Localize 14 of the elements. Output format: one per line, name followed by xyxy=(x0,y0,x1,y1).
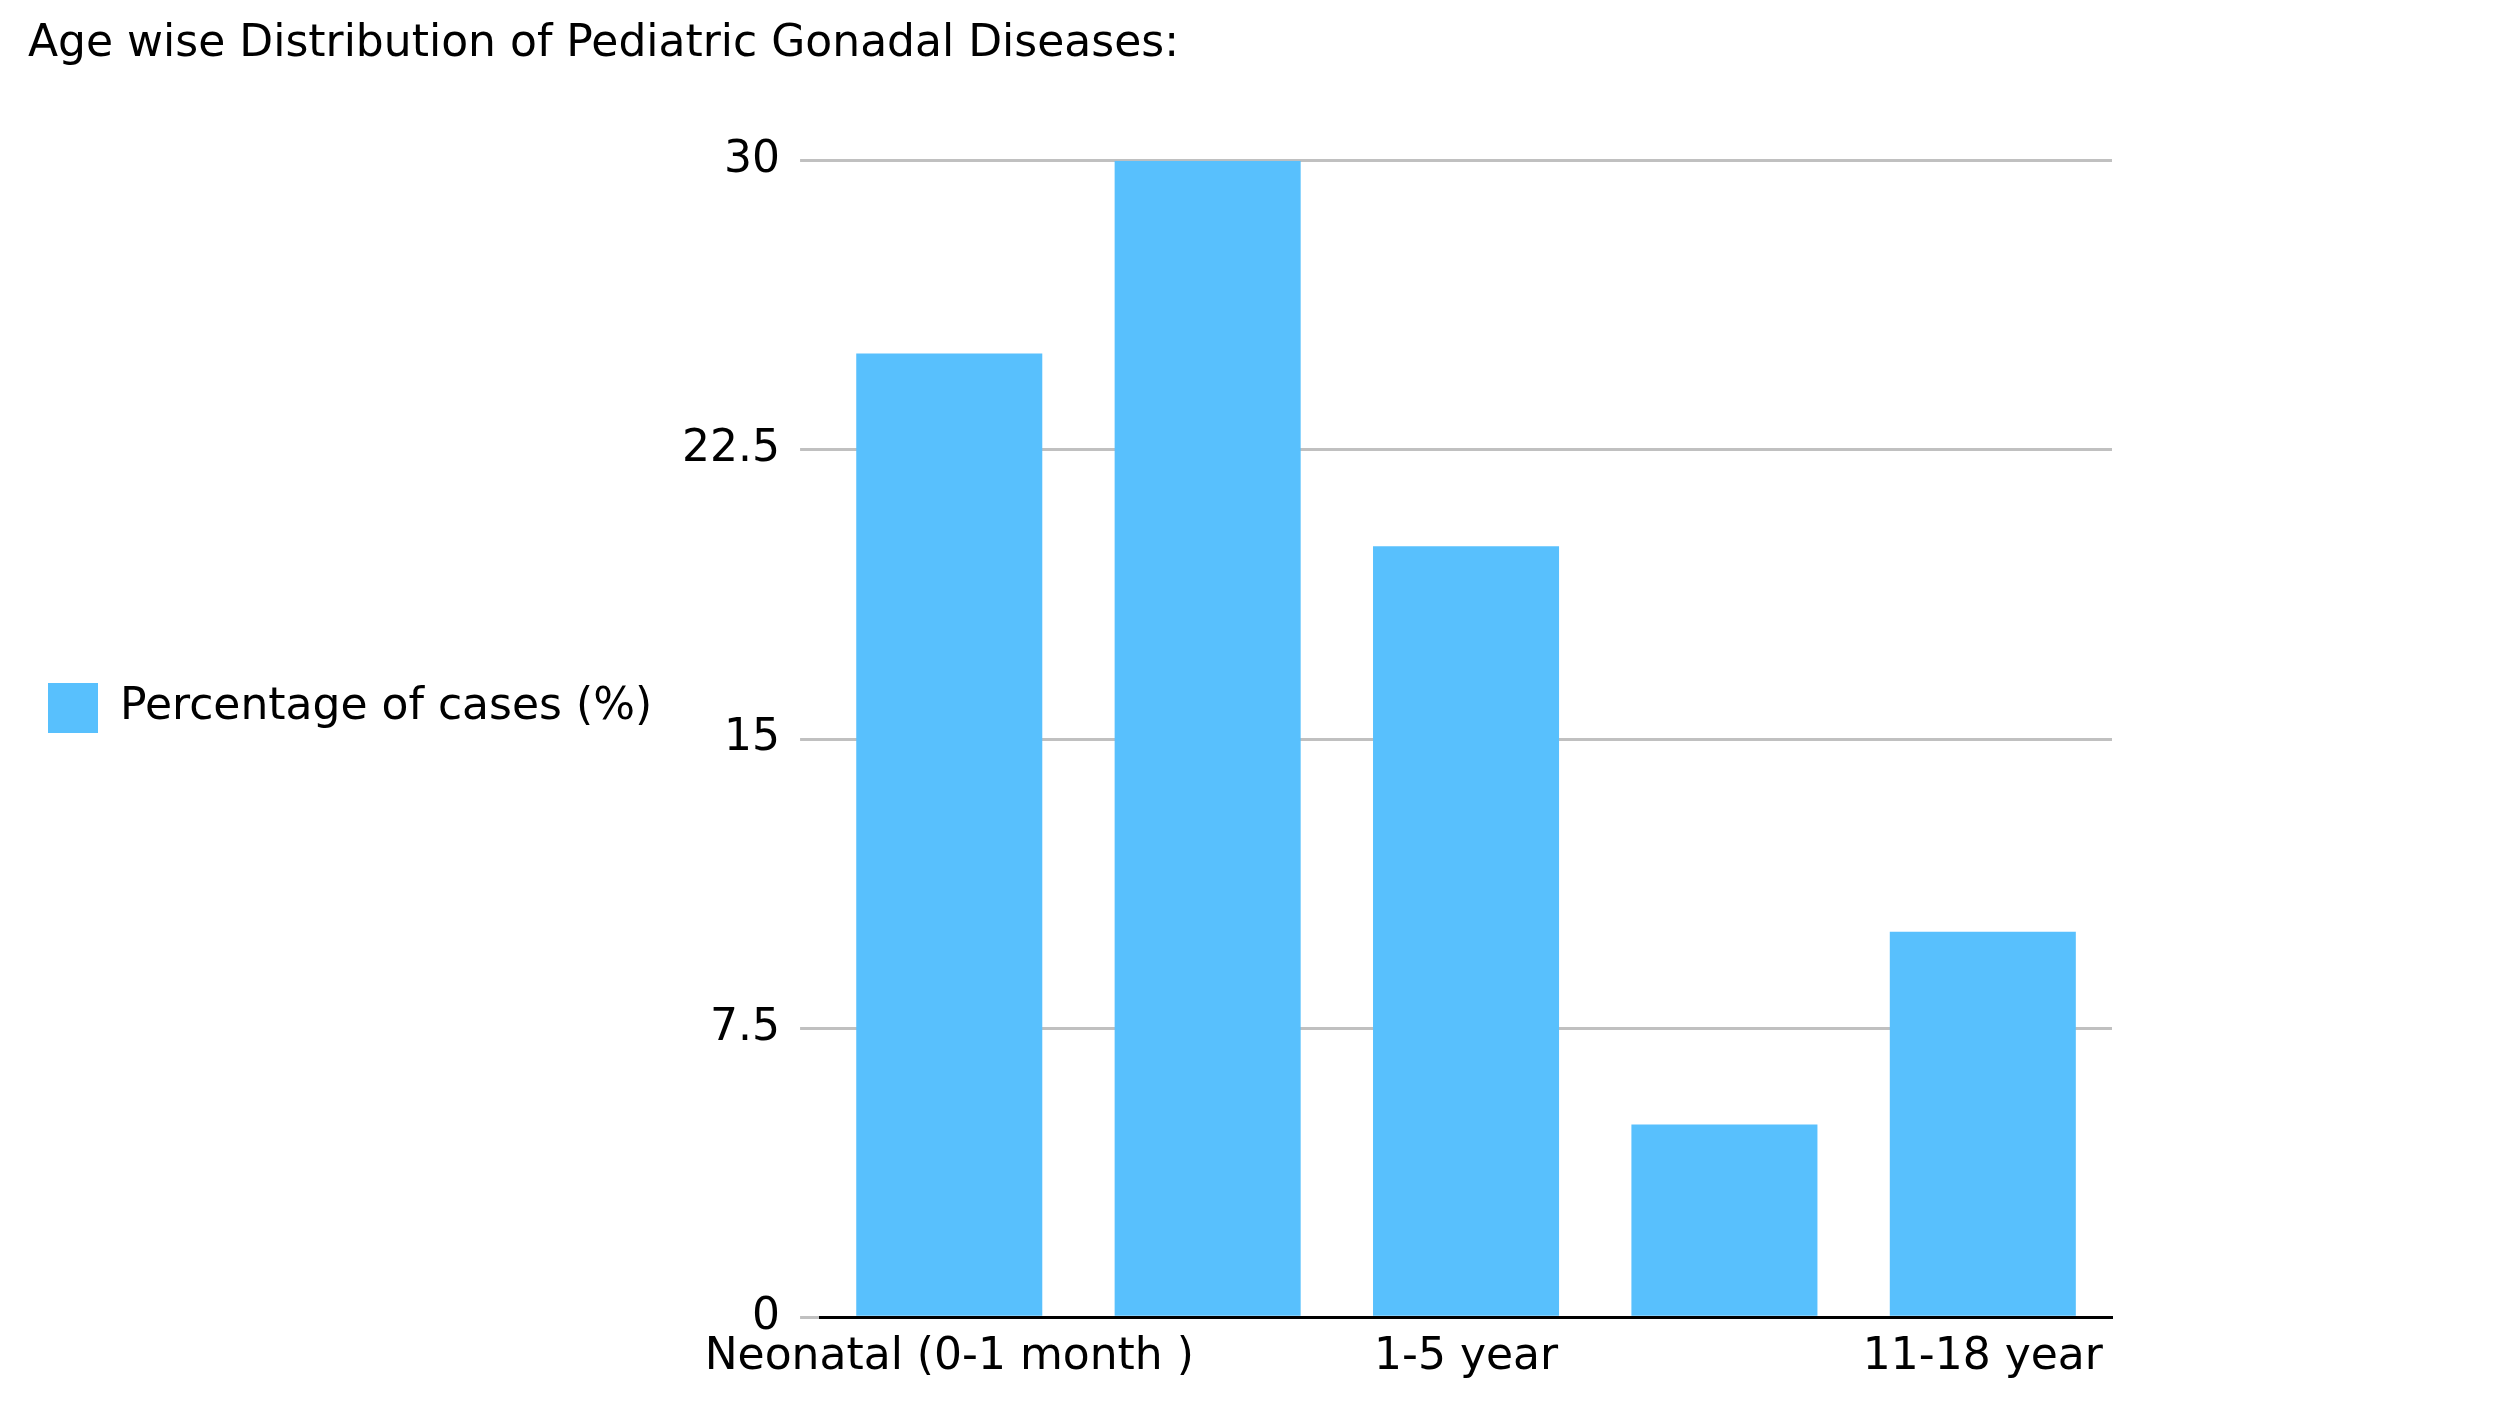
y-tick-label: 30 xyxy=(724,131,781,183)
bar xyxy=(1373,546,1560,1316)
bar xyxy=(1114,160,1301,1316)
legend-label: Percentage of cases (%) xyxy=(120,678,653,730)
y-tick-label: 0 xyxy=(752,1287,781,1339)
bar xyxy=(856,353,1043,1316)
bar xyxy=(1631,1124,1818,1316)
x-tick-label: 1-5 year xyxy=(1374,1328,1559,1380)
y-tick-label: 7.5 xyxy=(710,998,781,1050)
y-tick-label: 15 xyxy=(724,709,781,761)
y-tick-label: 22.5 xyxy=(682,420,781,472)
chart-title: Age wise Distribution of Pediatric Gonadal Diseases: xyxy=(28,14,1180,66)
x-tick-label: 11-18 year xyxy=(1862,1328,2104,1380)
bar xyxy=(1889,931,2076,1316)
